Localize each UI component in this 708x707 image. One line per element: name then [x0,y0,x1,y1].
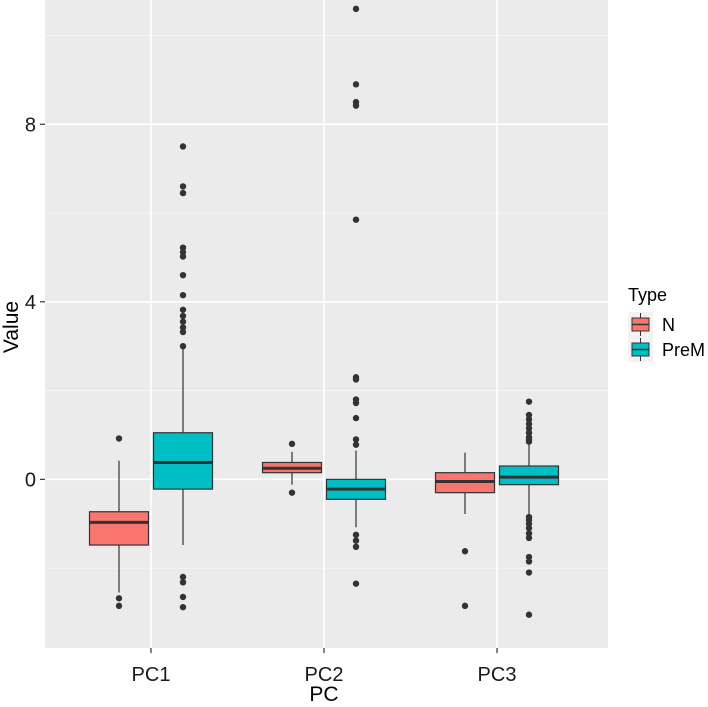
y-tick-label: 4 [25,292,36,314]
y-axis-title: Value [0,301,23,353]
outlier-point [179,579,187,586]
y-tick-label: 0 [25,469,36,491]
x-tick-label: PC1 [132,664,171,686]
outlier-point [525,411,533,419]
legend-key-n [628,312,653,337]
box-prem-pc1 [152,143,214,611]
outlier-point [179,143,187,150]
outlier-point [179,312,187,320]
legend-label-prem: PreM [662,340,705,360]
outlier-point [461,548,469,555]
plot-panel [45,0,608,648]
outlier-point [352,5,360,13]
outlier-point [525,416,533,423]
outlier-point [525,425,533,432]
box-n-pc2 [261,440,323,496]
legend-label-n: N [662,315,675,335]
box-series [88,5,560,618]
outlier-point [352,376,360,383]
outlier-point [525,569,533,576]
x-axis-title: PC [309,683,338,706]
outlier-point [352,399,360,407]
outlier-point [179,244,187,251]
y-tick-label: 8 [25,114,36,136]
outlier-point [352,436,360,443]
outlier-point [525,611,533,618]
outlier-point [288,440,296,448]
box-prem-pc3 [498,398,560,618]
box-prem-pc2 [325,5,387,587]
outlier-point [352,543,360,551]
outlier-point [179,189,187,197]
outlier-point [525,530,533,537]
outlier-point [179,318,187,325]
outlier-point [525,420,533,428]
legend-key-prem [628,337,653,362]
outlier-point [288,489,296,496]
outlier-point [179,573,187,581]
axes: 0 4 8 PC1 PC2 PC3 [25,114,517,686]
outlier-point [179,183,187,190]
outlier-point [525,524,533,532]
outlier-point [525,553,533,561]
outlier-point [179,593,187,601]
outlier-point [179,603,187,611]
outlier-point [525,534,533,542]
outlier-point [115,595,123,602]
outlier-point [352,537,360,544]
outlier-point [115,435,123,442]
box-n-pc1 [88,435,150,610]
box-n-pc3 [434,452,496,610]
outlier-point [352,441,360,448]
outlier-point [179,328,187,336]
outlier-point [352,81,360,88]
box-body [498,465,560,486]
outlier-point [525,398,533,405]
outlier-point [525,429,533,436]
outlier-point [179,324,187,331]
outlier-point [352,531,360,539]
outlier-point [352,102,360,109]
outlier-point [179,306,187,313]
outlier-point [179,271,187,279]
legend-title: Type [628,285,667,305]
outlier-point [115,602,123,610]
x-tick-label: PC2 [305,664,344,686]
outlier-point [525,558,533,565]
outlier-point [461,602,469,610]
outlier-point [179,342,187,350]
outlier-point [525,520,533,527]
x-tick-label: PC3 [478,664,517,686]
outlier-point [352,414,360,422]
outlier-point [179,253,187,260]
outlier-point [525,438,533,445]
outlier-point [179,248,187,256]
outlier-point [352,216,360,223]
outlier-point [352,580,360,587]
legend: Type N PreM [628,285,705,362]
outlier-point [179,291,187,299]
box-body [88,511,150,546]
box-body [152,432,214,490]
